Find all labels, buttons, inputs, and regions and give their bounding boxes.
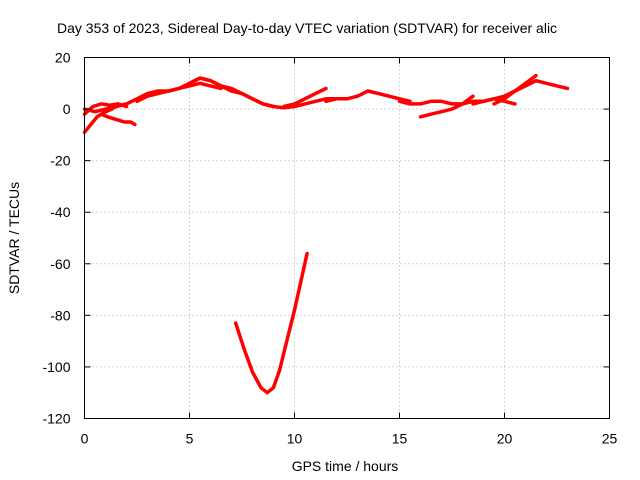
y-axis-label: SDTVAR / TECUs: [6, 182, 22, 294]
satellite-track-11: [418, 94, 475, 119]
x-axis-label: GPS time / hours: [292, 458, 399, 474]
satellite-track-7: [187, 76, 276, 109]
y-tick-label: -120: [42, 411, 70, 427]
chart-title: Day 353 of 2023, Sidereal Day-to-day VTE…: [57, 20, 557, 36]
y-tick-label: 0: [63, 101, 71, 117]
satellite-track-8: [282, 86, 328, 109]
satellite-track-9: [324, 89, 412, 104]
satellite-track-13: [492, 73, 538, 106]
axis-ticks: [84, 57, 610, 419]
x-tick-label: 0: [81, 431, 89, 447]
y-tick-label: -60: [50, 256, 70, 272]
y-tick-label: -20: [50, 153, 70, 169]
y-tick-label: -80: [50, 307, 70, 323]
y-tick-label: -100: [42, 359, 70, 375]
x-tick-label: 25: [602, 431, 618, 447]
grid-lines: [84, 57, 610, 419]
tick-labels: 0 5 10 15 20 25 20 0 -20 -40 -60 -80 -100 -120: [42, 50, 617, 447]
x-tick-label: 10: [287, 431, 303, 447]
satellite-track-5: [103, 81, 223, 114]
satellite-track-4: [99, 112, 137, 127]
x-tick-label: 5: [186, 431, 194, 447]
y-tick-label: -40: [50, 204, 70, 220]
series-group: [82, 73, 570, 395]
x-tick-label: 20: [497, 431, 513, 447]
x-tick-label: 15: [392, 431, 408, 447]
satellite-track-14: [233, 251, 309, 395]
satellite-track-12: [471, 78, 570, 106]
y-tick-label: 20: [55, 50, 71, 66]
plot-frame: [84, 57, 610, 419]
